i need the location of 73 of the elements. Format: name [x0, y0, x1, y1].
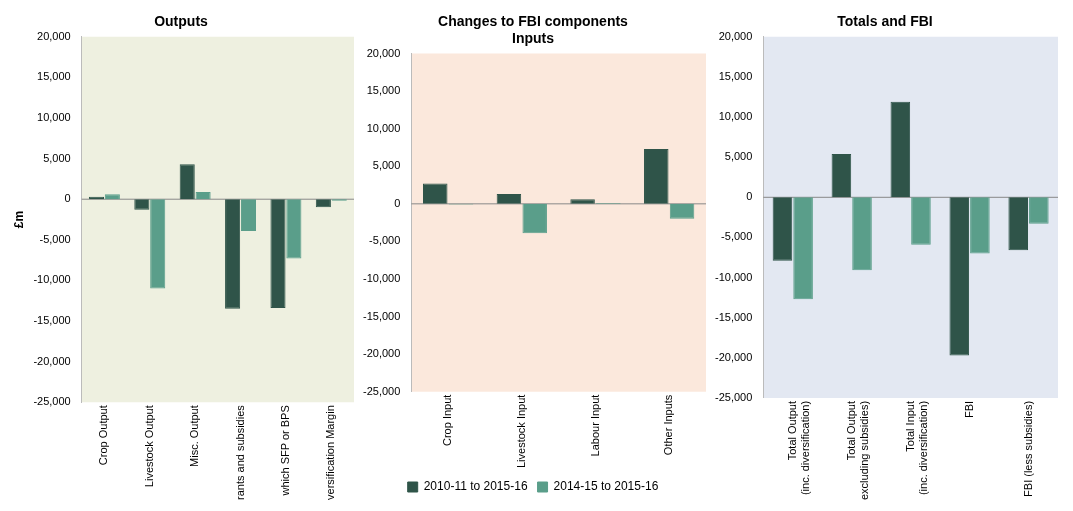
bar: [240, 199, 257, 231]
bar: [195, 191, 211, 200]
bar: [793, 197, 813, 300]
bar: [1008, 197, 1029, 251]
bar: [150, 199, 166, 289]
x-tick-label: FBI (less subsidies): [1021, 400, 1034, 497]
bar: [669, 203, 695, 219]
x-tick-label: Livestock Output: [142, 405, 155, 488]
legend-label: 2010-11 to 2015-16: [423, 479, 528, 494]
bar: [286, 199, 302, 259]
y-tick-label: -5,000: [39, 232, 71, 245]
bar: [890, 101, 911, 198]
bar: [104, 194, 120, 200]
bar: [179, 164, 195, 200]
bar: [852, 197, 872, 271]
y-tick-label: -10,000: [715, 270, 753, 283]
legend-label: 2014-15 to 2015-16: [553, 479, 659, 494]
y-tick-label: 10,000: [366, 121, 401, 134]
y-tick-label: -15,000: [715, 310, 753, 323]
y-tick-label: 0: [64, 192, 71, 205]
x-tick-label: Livestock Input: [514, 394, 527, 468]
y-tick-label: -25,000: [715, 390, 753, 403]
y-tick-label: 5,000: [724, 150, 753, 163]
y-tick-label: 5,000: [43, 151, 71, 164]
x-tick-label: Labour Input: [588, 394, 601, 457]
bar: [225, 199, 241, 309]
y-axis-title: £m: [11, 210, 26, 229]
y-tick-label: 20,000: [718, 29, 753, 42]
y-tick-label: 0: [394, 196, 401, 209]
x-tick-label: Misc. Output: [188, 405, 201, 467]
y-tick-label: -15,000: [363, 309, 401, 322]
y-tick-label: -5,000: [721, 230, 753, 243]
bar: [970, 197, 990, 254]
y-tick-label: 10,000: [718, 110, 753, 123]
chart-title: Outputs: [154, 13, 209, 30]
bar: [522, 203, 547, 234]
y-tick-label: 15,000: [366, 84, 401, 97]
x-tick-label: Total Output (inc. diversification): [785, 400, 812, 496]
bar: [270, 199, 286, 309]
y-tick-label: 15,000: [37, 70, 71, 83]
y-tick-label: -20,000: [363, 347, 401, 360]
y-tick-label: -20,000: [33, 354, 71, 367]
y-tick-label: -15,000: [33, 314, 71, 327]
x-tick-label: Total Input (inc. diversification): [903, 400, 929, 496]
x-tick-label: versification Margin: [324, 405, 337, 500]
bar: [423, 183, 448, 204]
y-tick-label: 20,000: [37, 29, 71, 42]
y-tick-label: -25,000: [363, 384, 401, 397]
bar: [949, 197, 970, 356]
y-tick-label: -10,000: [363, 271, 401, 284]
x-tick-label: Crop Input: [441, 394, 454, 446]
x-tick-label: Crop Output: [97, 405, 110, 466]
y-tick-label: 15,000: [718, 69, 753, 82]
y-tick-label: 0: [746, 190, 753, 203]
bar: [911, 197, 931, 245]
y-tick-label: 20,000: [366, 46, 401, 59]
y-tick-label: 10,000: [37, 111, 71, 124]
chart-title: Totals and FBI: [837, 13, 933, 30]
y-tick-label: 5,000: [372, 159, 401, 172]
x-tick-label: Total Output excluding subsidies): [844, 400, 870, 501]
x-tick-label: which SFP or BPS: [278, 405, 291, 497]
bar: [772, 197, 793, 261]
y-tick-label: -25,000: [33, 395, 71, 408]
x-tick-label: FBI: [962, 400, 975, 419]
y-tick-label: -10,000: [33, 273, 71, 286]
bar: [831, 153, 852, 198]
x-tick-label: Other Inputs: [662, 394, 675, 456]
x-tick-label: rants and subsidies: [233, 404, 246, 500]
bar: [644, 149, 669, 204]
y-tick-label: -20,000: [715, 350, 753, 363]
y-tick-label: -5,000: [369, 234, 401, 247]
chart-title: Changes to FBI components Inputs: [438, 13, 629, 47]
bar: [1029, 197, 1049, 224]
